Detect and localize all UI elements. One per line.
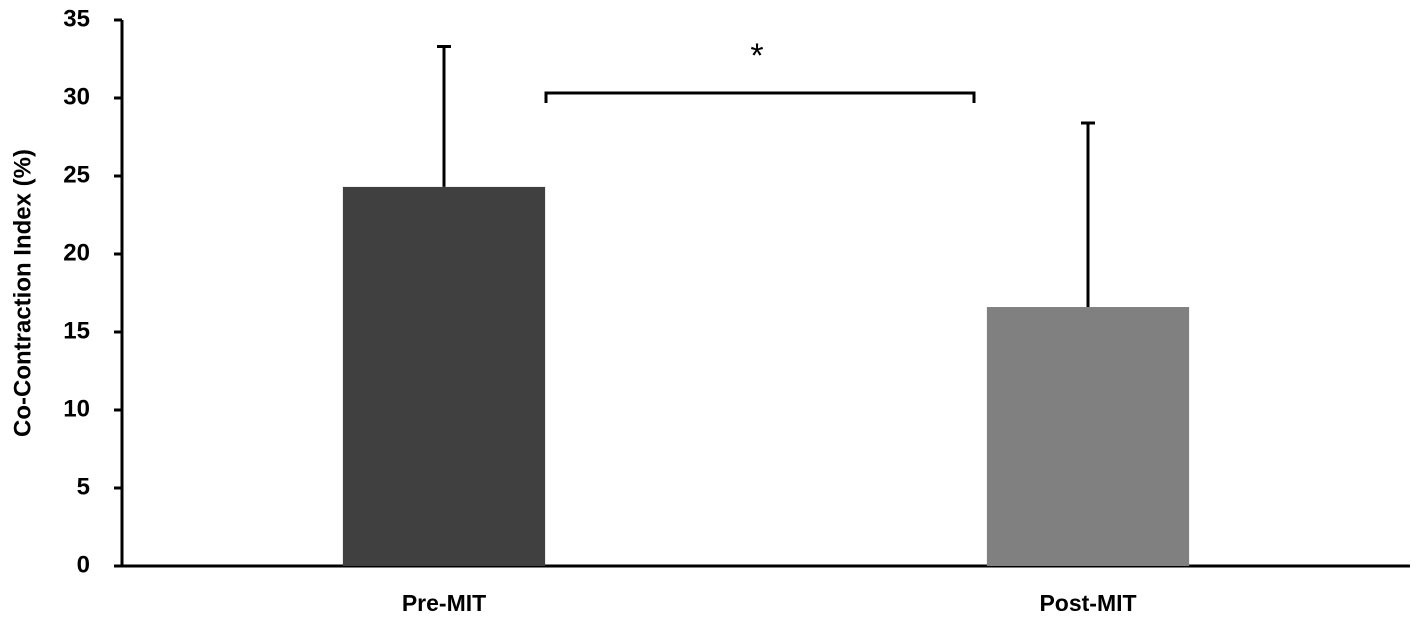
x-tick-label: Pre-MIT	[402, 590, 486, 616]
y-tick-label: 5	[77, 473, 90, 500]
bar	[986, 307, 1190, 566]
y-tick-label: 35	[63, 5, 90, 32]
y-tick-label: 30	[63, 83, 90, 110]
x-tick-label: Post-MIT	[1039, 590, 1136, 616]
y-tick-label: 15	[63, 317, 90, 344]
error-bar	[437, 45, 451, 187]
y-tick-label: 25	[63, 161, 90, 188]
significance-bracket	[544, 91, 976, 103]
y-tick-label: 20	[63, 239, 90, 266]
bar	[342, 186, 546, 567]
y-tick-label: 0	[77, 551, 90, 578]
significance-marker: *	[750, 37, 763, 75]
y-tick-label: 10	[63, 395, 90, 422]
y-axis-label: Co-Contraction Index (%)	[9, 149, 36, 437]
error-bar	[1081, 121, 1095, 308]
